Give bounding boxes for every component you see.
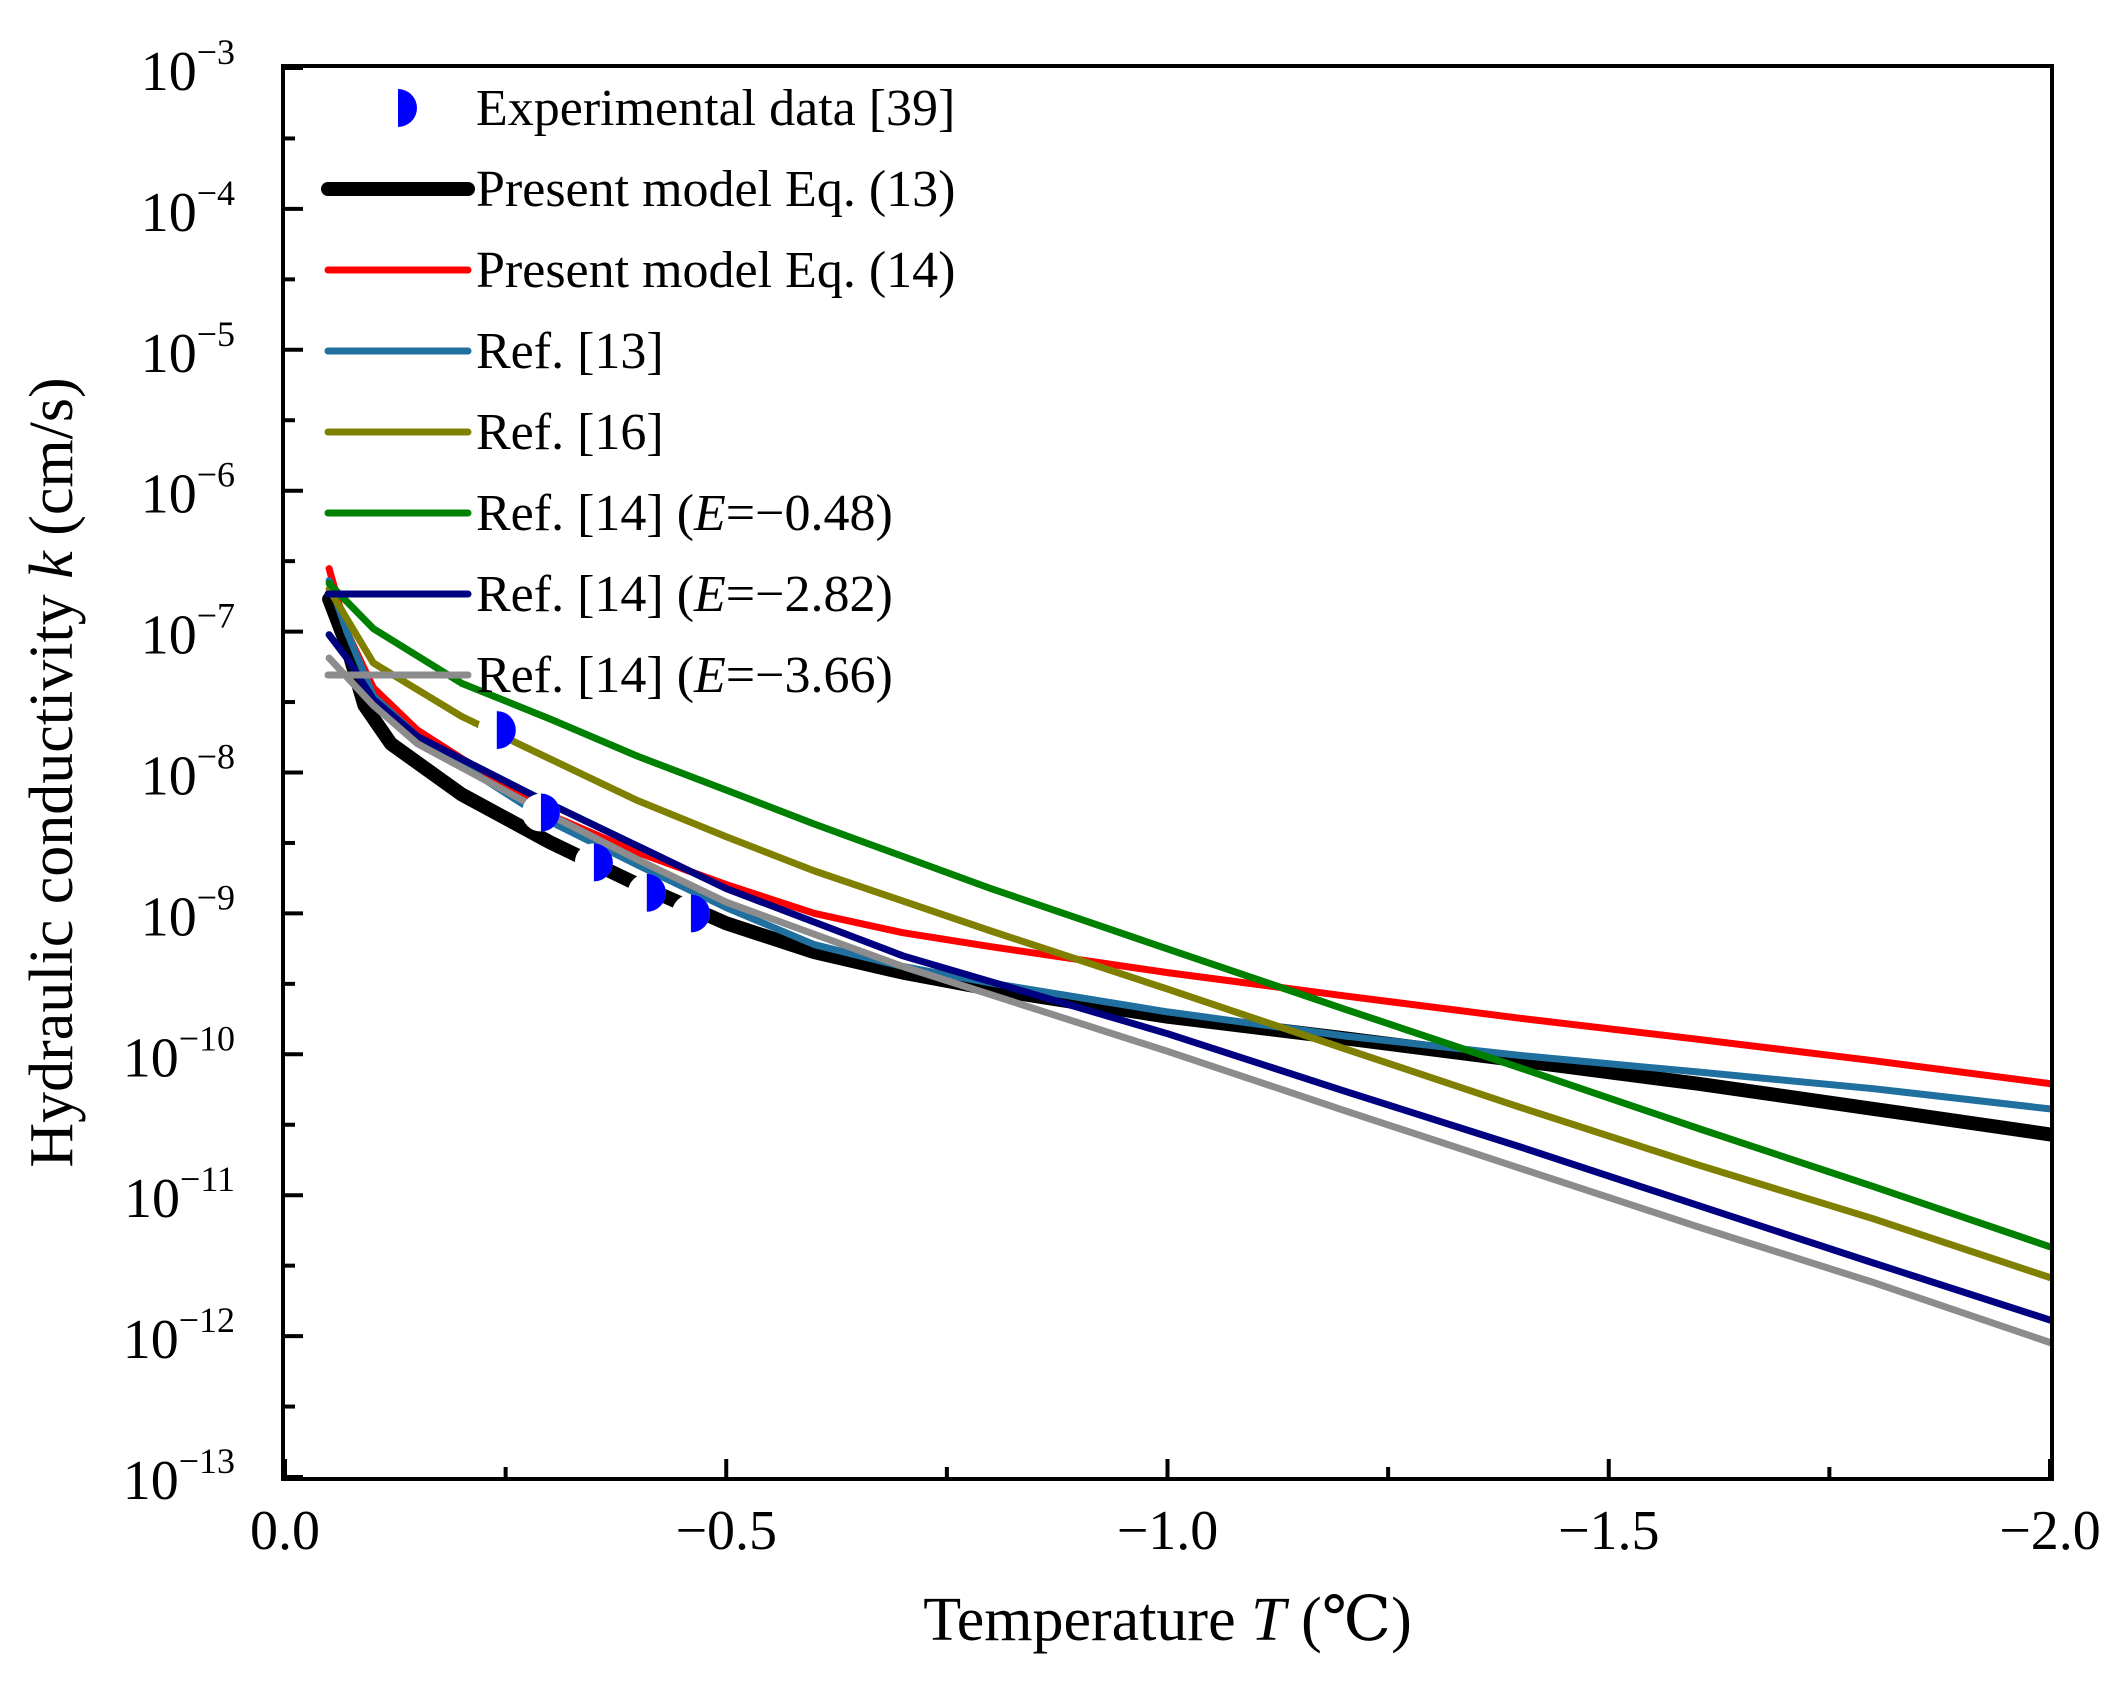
legend: Experimental data [39] Present model Eq. … [321, 80, 955, 704]
legend-label: Present model Eq. (13) [476, 161, 955, 218]
series-line-6 [325, 654, 2050, 1346]
x-axis-title: Temperature T (℃) [923, 1586, 1412, 1654]
y-tick-label: 10−13 [123, 1441, 235, 1512]
x-tick-label: 0.0 [250, 1500, 320, 1562]
series-line-5 [325, 631, 2050, 1324]
legend-entry: Ref. [14] (E=−0.48) [324, 485, 893, 542]
data-point-0 [477, 711, 516, 750]
y-tick-label: 10−5 [141, 314, 235, 385]
y-tick-label: 10−12 [123, 1300, 235, 1371]
data-point-2 [574, 843, 613, 882]
legend-entry: Ref. [14] (E=−3.66) [324, 647, 893, 704]
y-tick-label: 10−7 [141, 596, 235, 667]
axis-titles: Temperature T (℃) Hydraulic conductivity … [18, 377, 1412, 1654]
legend-entry: Present model Eq. (13) [321, 161, 955, 218]
y-tick-label: 10−9 [141, 877, 235, 948]
scatter-layer [477, 711, 710, 933]
legend-entry: Ref. [13] [324, 323, 664, 380]
legend-label: Ref. [13] [476, 323, 664, 380]
legend-entry: Ref. [16] [324, 404, 664, 461]
x-tick-label: −1.0 [1117, 1500, 1219, 1562]
y-tick-label: 10−4 [141, 173, 235, 244]
data-point-1 [521, 793, 560, 832]
legend-label: Ref. [14] (E=−0.48) [476, 485, 893, 542]
series-layer [322, 565, 2050, 1346]
series-line-1 [325, 565, 2050, 1088]
legend-label: Ref. [14] (E=−2.82) [476, 566, 893, 623]
x-tick-label: −2.0 [1999, 1500, 2101, 1562]
y-tick-label: 10−3 [141, 32, 235, 103]
data-point-4 [671, 894, 710, 933]
legend-label: Ref. [14] (E=−3.66) [476, 647, 893, 704]
y-tick-label: 10−8 [141, 737, 235, 808]
axes-layer: 10−3 10−4 10−5 10−6 10−7 10−8 10−9 10−10 10−11 10… [123, 32, 2101, 1562]
legend-entry: Ref. [14] (E=−2.82) [324, 566, 893, 623]
legend-label: Ref. [16] [476, 404, 664, 461]
y-tick-label: 10−10 [123, 1018, 235, 1089]
plot-area-frame [281, 64, 2054, 1481]
legend-label: Present model Eq. (14) [476, 242, 955, 299]
series-line-0 [322, 592, 2050, 1142]
y-axis-title: Hydraulic conductivity k (cm/s) [18, 377, 86, 1167]
data-point-3 [627, 873, 666, 912]
legend-marker [379, 89, 417, 127]
series-line-4 [325, 579, 2050, 1251]
legend-entry: Present model Eq. (14) [324, 242, 955, 299]
y-tick-label: 10−11 [124, 1159, 235, 1230]
x-tick-label: −1.5 [1558, 1500, 1660, 1562]
legend-entry: Experimental data [39] [379, 80, 955, 137]
y-tick-label: 10−6 [141, 455, 235, 526]
x-tick-label: −0.5 [675, 1500, 777, 1562]
series-line-3 [325, 585, 2050, 1282]
legend-label: Experimental data [39] [476, 80, 955, 137]
